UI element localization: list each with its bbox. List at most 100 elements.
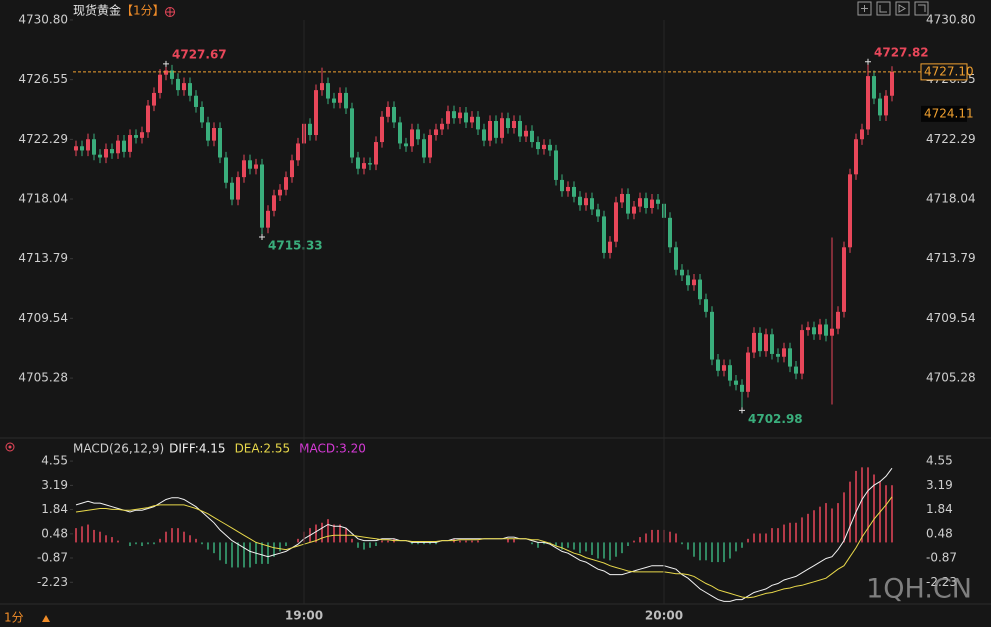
toolbar-button[interactable] (857, 1, 872, 16)
candle-body (158, 74, 162, 93)
candle-body (746, 352, 750, 392)
candle-body (638, 198, 642, 207)
macd-bar (861, 467, 863, 543)
add-indicator-icon[interactable] (165, 7, 175, 17)
candle-body (416, 129, 420, 140)
macd-bar (267, 542, 269, 564)
candle-body (440, 123, 444, 130)
macd-bar (543, 542, 545, 545)
candle-body (890, 71, 894, 96)
candle-body (572, 186, 576, 197)
macd-bar (669, 531, 671, 543)
candle-body (338, 92, 342, 103)
candle-body (824, 324, 828, 336)
macd-bar (141, 542, 143, 547)
candle-body (476, 116, 480, 130)
candle-body (350, 108, 354, 158)
candle-body (482, 129, 486, 141)
candle-body (866, 76, 870, 130)
period-selector[interactable]: 1分 (4, 611, 24, 625)
candle-body (872, 76, 876, 99)
last-price-box (920, 63, 968, 81)
candle-body (242, 160, 246, 178)
macd-bar (279, 542, 281, 552)
candle-body (836, 311, 840, 329)
macd-bar (261, 542, 263, 564)
candle-body (530, 130, 534, 143)
candle-body (260, 164, 264, 228)
macd-bar (807, 513, 809, 543)
macd-bar (693, 542, 695, 557)
macd-bar (417, 542, 419, 545)
candle-body (458, 112, 462, 119)
candle-body (164, 70, 168, 75)
macd-bar (117, 540, 119, 543)
candle-body (452, 111, 456, 119)
period-label[interactable]: 【1分】 (121, 4, 165, 18)
macd-bar (843, 492, 845, 543)
candle-body (254, 164, 258, 169)
candle-body (206, 122, 210, 141)
macd-bar (321, 522, 323, 543)
candle-body (842, 247, 846, 312)
toolbar-button[interactable] (895, 1, 910, 16)
macd-bar (387, 540, 389, 543)
macd-bar (747, 538, 749, 543)
macd-bar (867, 467, 869, 543)
y-tick-label: 4726.55 (18, 72, 68, 86)
y-tick-label: 4.55 (41, 454, 68, 468)
macd-bar (561, 542, 563, 550)
macd-bar (555, 542, 557, 547)
macd-bar (363, 542, 365, 550)
macd-bar (147, 542, 149, 545)
high-label: 4727.82 (874, 45, 929, 59)
macd-bar (357, 542, 359, 548)
extreme-marker (739, 407, 745, 414)
candle-body (194, 95, 198, 107)
y-tick-label: 1.84 (41, 502, 68, 516)
macd-bar (135, 542, 137, 545)
period-selector-arrow[interactable] (42, 615, 50, 622)
macd-bar (579, 542, 581, 554)
y-tick-label: 4713.79 (18, 251, 68, 265)
candle-body (320, 83, 324, 91)
candle-body (278, 189, 282, 196)
macd-bar (297, 538, 299, 543)
macd-bar (93, 529, 95, 543)
macd-bar (855, 470, 857, 543)
macd-bar (327, 519, 329, 543)
candle-body (710, 311, 714, 360)
macd-bar (777, 528, 779, 543)
candle-body (590, 198, 594, 210)
macd-bar (171, 528, 173, 543)
toolbar-button[interactable] (914, 1, 929, 16)
macd-bar (735, 542, 737, 552)
candle-body (764, 334, 768, 352)
macd-bar (687, 542, 689, 550)
macd-line (75, 496, 893, 599)
candle-body (680, 269, 684, 276)
candle-body (212, 128, 216, 141)
macd-bar (381, 540, 383, 543)
candle-body (218, 128, 222, 158)
toolbar-button[interactable] (876, 1, 891, 16)
macd-bar (225, 542, 227, 564)
candle-body (170, 70, 174, 79)
macd-bar (87, 524, 89, 543)
macd-bar (273, 542, 275, 557)
indicator-settings-icon[interactable] (5, 442, 15, 452)
candle-body (878, 98, 882, 116)
candle-body (524, 130, 528, 137)
macd-bar (411, 542, 413, 545)
candle-body (704, 299, 708, 312)
candle-body (146, 105, 150, 133)
macd-bar (801, 517, 803, 543)
macd-bar (315, 524, 317, 543)
low-label: 4702.98 (748, 412, 803, 426)
macd-bar (369, 542, 371, 548)
candle-body (398, 122, 402, 144)
toolbar (857, 1, 929, 16)
candle-body (584, 198, 588, 206)
macd-bar (537, 542, 539, 548)
